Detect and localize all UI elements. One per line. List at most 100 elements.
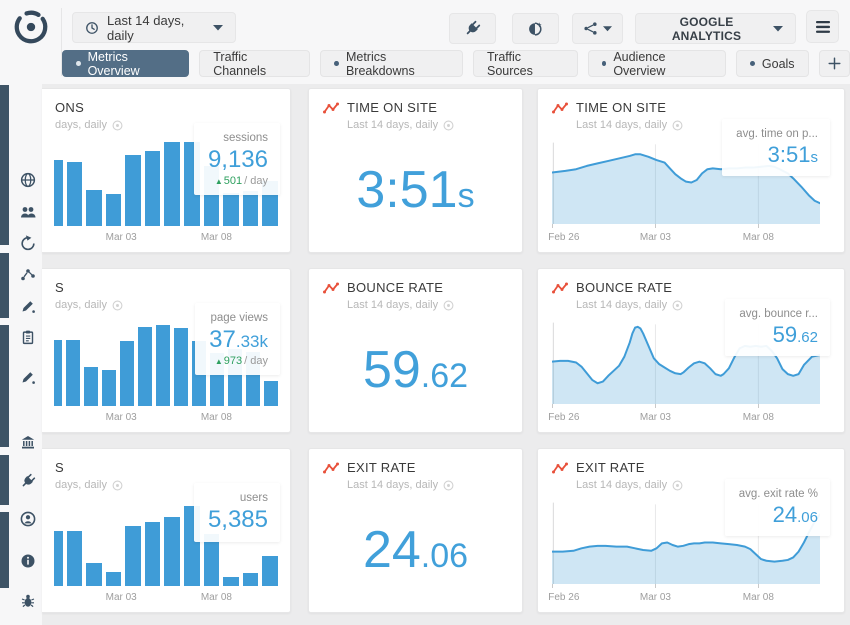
widget-subtitle: days, daily (55, 479, 107, 491)
info-icon[interactable] (20, 553, 36, 569)
pen-icon[interactable] (20, 298, 36, 314)
theme-magic-icon (529, 22, 542, 36)
line-chart-icon (552, 102, 568, 113)
scatter-dots-icon[interactable] (20, 267, 36, 282)
stat-value: 3:51 (767, 142, 811, 167)
widget-title: S (55, 280, 64, 295)
stat-value: 9,136 (207, 146, 268, 173)
tab-goals[interactable]: Goals (735, 50, 809, 77)
tab-label: Metrics Breakdowns (345, 49, 415, 78)
globe-arrow-icon[interactable] (20, 235, 37, 252)
theme-button[interactable] (512, 13, 559, 44)
widget-subtitle: days, daily (55, 119, 107, 131)
widget-header: EXIT RATE Last 14 days, daily (538, 449, 844, 491)
avg-time-stat-overlay: avg. time on p... 3:51s (722, 119, 830, 176)
widget-header: TIME ON SITE Last 14 days, daily (309, 89, 522, 131)
widget-title: TIME ON SITE (576, 100, 667, 115)
stat-label: avg. exit rate % (738, 488, 818, 500)
x-axis-labels: Feb 26 Mar 03 Mar 08 (548, 592, 774, 603)
tab-label: Metrics Overview (87, 49, 140, 78)
integrations-button[interactable] (449, 13, 496, 44)
pen-icon[interactable] (20, 369, 36, 385)
widget-subtitle: Last 14 days, daily (347, 299, 439, 311)
users-stat-overlay: users 5,385 (193, 483, 280, 542)
widget-header: ONS days, daily (42, 89, 290, 131)
widget-subtitle: Last 14 days, daily (576, 299, 668, 311)
stat-label: avg. time on p... (736, 128, 818, 140)
widget-title: BOUNCE RATE (576, 280, 673, 295)
x-axis-labels: Mar 03 Mar 08 (105, 412, 232, 423)
chevron-down-icon (603, 25, 612, 31)
line-chart-icon (323, 282, 339, 293)
tab-label: Audience Overview (613, 49, 666, 78)
widget-title: S (55, 460, 64, 475)
clipboard-icon[interactable] (21, 329, 36, 345)
plug-icon[interactable] (20, 473, 36, 489)
share-dropdown[interactable] (572, 13, 623, 44)
tab-traffic-sources[interactable]: Traffic Sources (473, 50, 578, 78)
widget-time-on-site-area: TIME ON SITE Last 14 days, daily Feb 26 M… (537, 88, 845, 253)
up-arrow-icon: ▲ (214, 357, 223, 366)
widget-exit-rate-area: EXIT RATE Last 14 days, daily Feb 26 Mar … (537, 448, 845, 613)
target-badge-icon (112, 120, 123, 130)
globe-icon[interactable] (20, 172, 37, 189)
bank-icon[interactable] (20, 434, 36, 450)
stat-delta-value: 973 (223, 355, 243, 367)
stat-value: 37 (209, 326, 236, 353)
exit-rate-area-chart (552, 501, 820, 584)
app-logo-icon[interactable] (12, 8, 50, 46)
big-number: 3:51 s (356, 160, 475, 219)
widget-header: BOUNCE RATE Last 14 days, daily (309, 269, 522, 311)
add-tab-button[interactable] (818, 50, 850, 77)
widget-sessions-bar: ONS days, daily Mar 03 Mar 08 sessions 9,… (42, 88, 291, 253)
x-axis-labels: Feb 26 Mar 03 Mar 08 (548, 232, 774, 243)
x-axis-labels: Mar 03 Mar 08 (105, 592, 232, 603)
share-icon (584, 22, 597, 35)
widget-page-views-bar: S days, daily Mar 03 Mar 08 page views 37… (42, 268, 291, 433)
header-divider (61, 8, 62, 76)
person-circle-icon[interactable] (20, 511, 37, 528)
x-axis-labels: Feb 26 Mar 03 Mar 08 (548, 412, 774, 423)
tab-dot (76, 61, 81, 66)
collapsed-widget-edge (0, 325, 9, 447)
people-icon[interactable] (19, 205, 37, 220)
hamburger-icon (815, 20, 830, 33)
x-axis-ticks (552, 584, 820, 588)
target-badge-icon (443, 300, 454, 310)
tab-dot (334, 61, 339, 66)
widget-time-on-site-number: TIME ON SITE Last 14 days, daily 3:51 s (308, 88, 523, 253)
stat-label: sessions (223, 132, 268, 144)
date-range-label: Last 14 days, daily (107, 12, 185, 43)
line-chart-icon (552, 282, 568, 293)
collapsed-widget-edge (0, 253, 9, 318)
tab-traffic-channels[interactable]: Traffic Channels (199, 49, 311, 78)
stat-delta-value: 501 (223, 175, 243, 187)
provider-dropdown[interactable]: GOOGLE ANALYTICS (635, 13, 796, 44)
line-chart-icon (323, 102, 339, 113)
widget-subtitle: Last 14 days, daily (576, 119, 668, 131)
stat-value: 5,385 (207, 506, 268, 533)
line-chart-icon (552, 462, 568, 473)
x-axis-ticks (552, 404, 820, 408)
stat-label: page views (210, 312, 268, 324)
tab-metrics-overview[interactable]: Metrics Overview (62, 49, 190, 78)
target-badge-icon (672, 300, 683, 310)
tab-label: Traffic Channels (213, 49, 267, 78)
plug-icon (466, 20, 481, 35)
tab-dot (601, 61, 607, 66)
tab-audience-overview[interactable]: Audience Overview (587, 49, 726, 78)
stat-value: 24 (772, 502, 798, 527)
chevron-down-icon (213, 24, 223, 30)
stat-value: 59 (772, 322, 798, 347)
widget-header: EXIT RATE Last 14 days, daily (309, 449, 522, 491)
up-arrow-icon: ▲ (214, 177, 223, 186)
tab-metrics-breakdowns[interactable]: Metrics Breakdowns (320, 49, 463, 78)
widget-header: BOUNCE RATE Last 14 days, daily (538, 269, 844, 311)
target-badge-icon (672, 480, 683, 490)
widget-subtitle: Last 14 days, daily (347, 479, 439, 491)
bug-icon[interactable] (20, 593, 36, 609)
date-range-dropdown[interactable]: Last 14 days, daily (72, 12, 236, 43)
widget-title: BOUNCE RATE (347, 280, 444, 295)
menu-button[interactable] (806, 10, 839, 43)
widget-header: S days, daily (42, 269, 290, 311)
